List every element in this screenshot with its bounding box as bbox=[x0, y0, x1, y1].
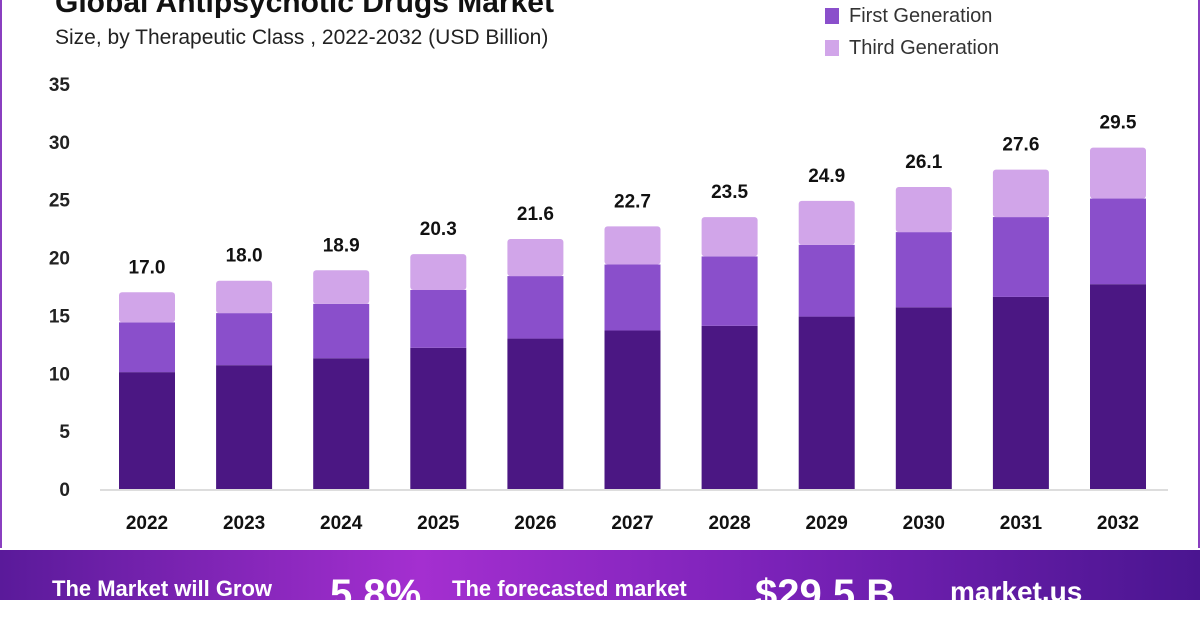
banner-cagr: 5.8% bbox=[330, 572, 422, 616]
bar-segment bbox=[992, 296, 1049, 489]
chart-title: Global Antipsychotic Drugs Market bbox=[55, 0, 554, 19]
y-tick-label: 0 bbox=[59, 480, 70, 501]
bar-segment bbox=[507, 276, 564, 339]
bar-segment bbox=[992, 169, 1049, 218]
y-tick-label: 30 bbox=[49, 133, 70, 154]
x-tick-label: 2024 bbox=[320, 513, 363, 534]
legend-swatch bbox=[825, 8, 839, 24]
legend-item-third-generation: Third Generation bbox=[825, 32, 999, 64]
bar-segment bbox=[604, 226, 661, 265]
bar-segment bbox=[604, 264, 661, 331]
x-tick-label: 2028 bbox=[708, 513, 750, 534]
legend-item-first-generation: First Generation bbox=[825, 0, 999, 32]
bar-segment bbox=[701, 217, 758, 257]
bar-segment bbox=[1090, 147, 1146, 199]
y-tick-label: 25 bbox=[49, 191, 71, 212]
bar-segment bbox=[895, 186, 952, 233]
bar-segment bbox=[604, 330, 661, 489]
bar-segment bbox=[216, 313, 273, 366]
promo-banner: The Market will Grow 5.8% The forecasted… bbox=[0, 550, 1200, 616]
data-label: 17.0 bbox=[129, 257, 166, 278]
bar-segment bbox=[410, 254, 467, 290]
bar-segment bbox=[701, 325, 758, 489]
data-label: 21.6 bbox=[517, 204, 554, 225]
bar-segment bbox=[507, 338, 564, 489]
x-tick-label: 2023 bbox=[223, 513, 265, 534]
x-tick-label: 2027 bbox=[611, 513, 653, 534]
banner-grow-text: The Market will Grow bbox=[52, 576, 273, 601]
data-label: 22.7 bbox=[614, 191, 651, 212]
legend-swatch bbox=[825, 40, 839, 56]
x-tick-label: 2026 bbox=[514, 513, 556, 534]
data-label: 18.9 bbox=[323, 235, 360, 256]
bar-segment bbox=[701, 256, 758, 326]
x-tick-label: 2029 bbox=[806, 513, 848, 534]
bar-segment bbox=[507, 239, 564, 277]
data-label: 23.5 bbox=[711, 182, 748, 203]
x-tick-label: 2022 bbox=[126, 513, 168, 534]
y-tick-label: 5 bbox=[59, 422, 70, 443]
bar-segment bbox=[216, 365, 273, 489]
chart-frame bbox=[0, 0, 1200, 548]
data-label: 24.9 bbox=[808, 166, 845, 187]
banner-brand: market.us bbox=[950, 576, 1083, 607]
x-tick-label: 2032 bbox=[1097, 513, 1139, 534]
bar-segment bbox=[119, 292, 175, 323]
legend-label: First Generation bbox=[849, 4, 993, 27]
bar-segment bbox=[798, 200, 855, 245]
bar-segment bbox=[313, 358, 370, 489]
bar-segment bbox=[895, 307, 952, 489]
data-label: 20.3 bbox=[420, 219, 457, 240]
y-tick-label: 35 bbox=[49, 75, 71, 96]
banner-forecast-value: $29.5 B bbox=[755, 572, 896, 616]
data-label: 27.6 bbox=[1002, 135, 1039, 156]
bar-segment bbox=[119, 372, 175, 489]
y-tick-label: 15 bbox=[49, 306, 71, 327]
y-tick-label: 10 bbox=[49, 364, 70, 385]
x-tick-label: 2030 bbox=[903, 513, 945, 534]
legend: First Generation Third Generation bbox=[825, 0, 999, 64]
chart-subtitle: Size, by Therapeutic Class , 2022-2032 (… bbox=[55, 26, 549, 49]
bar-segment bbox=[992, 217, 1049, 297]
bar-segment bbox=[410, 289, 467, 348]
bar-segment bbox=[1090, 284, 1146, 489]
bar-segment bbox=[410, 347, 467, 489]
data-label: 29.5 bbox=[1100, 113, 1137, 134]
bar-segment bbox=[1090, 198, 1146, 285]
bar-segment bbox=[216, 280, 273, 314]
bar-segment bbox=[119, 322, 175, 373]
legend-label: Third Generation bbox=[849, 36, 1000, 59]
bar-segment bbox=[313, 270, 370, 304]
bar-segment bbox=[798, 316, 855, 489]
x-tick-label: 2031 bbox=[1000, 513, 1043, 534]
data-label: 18.0 bbox=[226, 246, 263, 267]
banner-forecast-text: The forecasted market bbox=[452, 576, 687, 601]
bar-segment bbox=[798, 244, 855, 317]
x-tick-label: 2025 bbox=[417, 513, 460, 534]
bar-chart: 0510152025303517.0202218.0202318.9202420… bbox=[49, 75, 1168, 534]
bar-segment bbox=[895, 232, 952, 308]
y-tick-label: 20 bbox=[49, 249, 70, 270]
data-label: 26.1 bbox=[905, 152, 942, 173]
bar-segment bbox=[313, 303, 370, 359]
